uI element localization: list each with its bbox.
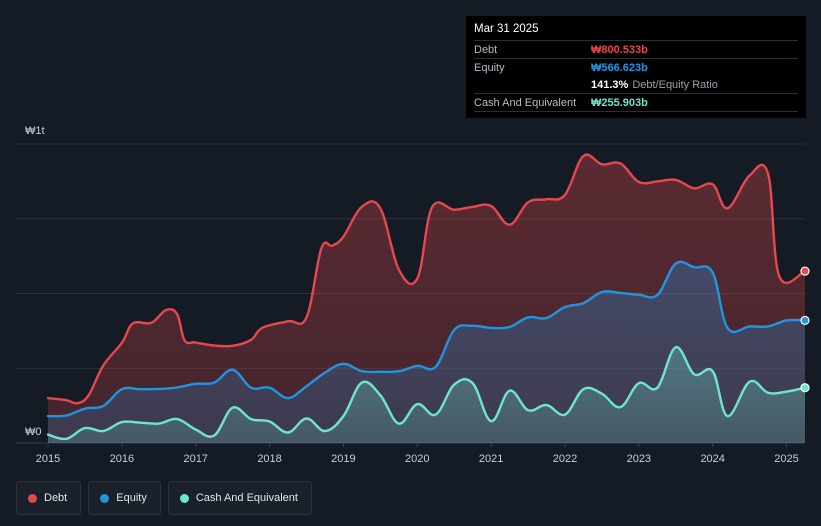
equity-dot-icon	[100, 493, 110, 503]
cash-area	[48, 347, 805, 443]
tooltip-row-ratio: 141.3% Debt/Equity Ratio	[474, 76, 798, 93]
x-tick-label: 2023	[627, 453, 651, 465]
debt-line	[46, 153, 807, 405]
equity-area	[48, 261, 805, 443]
legend-item-debt[interactable]: Debt	[16, 481, 82, 515]
tooltip-debt-value: ₩800.533b	[591, 43, 648, 56]
x-tick-label: 2021	[479, 453, 503, 465]
debt-end-marker	[800, 266, 810, 276]
legend-item-cash[interactable]: Cash And Equivalent	[167, 481, 312, 515]
cash-dot-icon	[179, 493, 189, 503]
tooltip-ratio-value: 141.3%	[591, 78, 629, 91]
tooltip-date: Mar 31 2025	[474, 23, 539, 35]
legend-label-debt: Debt	[44, 492, 68, 504]
x-tick-label: 2016	[110, 453, 134, 465]
tooltip-equity-value: ₩566.623b	[591, 61, 648, 74]
x-tick-label: 2015	[36, 453, 60, 465]
cash-line	[46, 346, 807, 441]
debt-dot-icon	[28, 493, 37, 503]
tooltip-cash-label: Cash And Equivalent	[474, 96, 577, 109]
x-tick-label: 2025	[774, 453, 798, 465]
equity-line	[46, 260, 807, 418]
x-tick-label: 2020	[405, 453, 429, 465]
x-tick-label: 2022	[553, 453, 577, 465]
x-tick-label: 2019	[331, 453, 355, 465]
tooltip-cash-value: ₩255.903b	[591, 96, 648, 109]
x-tick-label: 2017	[183, 453, 207, 465]
legend-item-equity[interactable]: Equity	[88, 481, 161, 515]
legend-label-equity: Equity	[116, 492, 147, 504]
tooltip-row-cash: Cash And Equivalent ₩255.903b	[474, 93, 798, 112]
y-tick-label: ₩1t	[25, 125, 45, 137]
tooltip-panel: Mar 31 2025 Debt ₩800.533b Equity ₩566.6…	[466, 16, 806, 118]
x-tick-label: 2018	[257, 453, 281, 465]
tooltip-row-debt: Debt ₩800.533b	[474, 40, 798, 58]
tooltip-debt-label: Debt	[474, 43, 498, 56]
chart-legend: Debt Equity Cash And Equivalent	[16, 481, 312, 515]
tooltip-equity-label: Equity	[474, 61, 505, 74]
x-tick-label: 2024	[700, 453, 724, 465]
tooltip-row-equity: Equity ₩566.623b	[474, 58, 798, 76]
legend-label-cash: Cash And Equivalent	[195, 492, 298, 504]
y-tick-label: ₩0	[25, 426, 42, 438]
tooltip-ratio-label: Debt/Equity Ratio	[632, 78, 718, 91]
equity-end-marker	[800, 315, 810, 326]
cash-end-marker	[800, 383, 810, 393]
